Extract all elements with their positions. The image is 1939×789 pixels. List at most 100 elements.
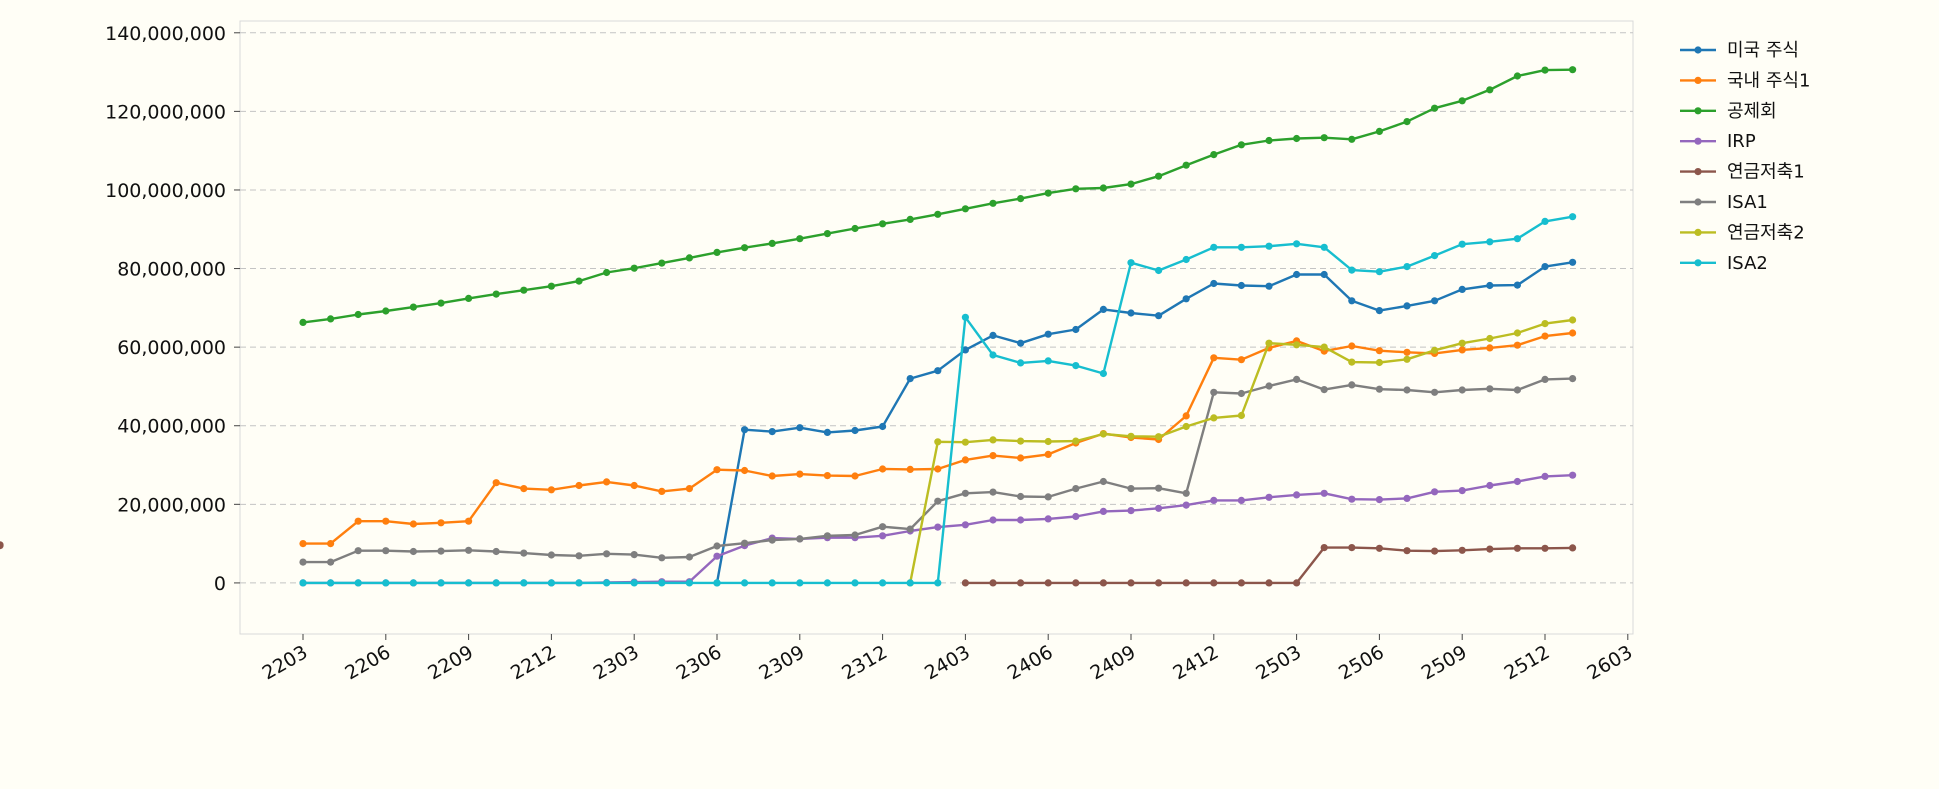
data-point: [603, 550, 611, 558]
data-point: [1017, 516, 1025, 524]
y-tick-label: 20,000,000: [117, 494, 226, 516]
data-point: [1320, 544, 1328, 552]
data-point: [713, 466, 721, 474]
data-point: [768, 428, 776, 436]
data-point: [382, 579, 390, 587]
data-point: [1513, 72, 1521, 80]
series-7: [906, 316, 1577, 587]
data-point: [354, 310, 362, 319]
data-point: [1320, 489, 1328, 497]
x-tick-label: 2512: [1501, 641, 1554, 684]
data-point: [1044, 189, 1052, 197]
data-point: [1431, 488, 1439, 496]
data-point: [989, 351, 997, 359]
data-point: [1458, 386, 1466, 394]
data-point: [1072, 437, 1080, 445]
data-point: [685, 553, 694, 561]
data-point: [547, 486, 556, 494]
data-point: [1513, 235, 1521, 243]
data-point: [1320, 134, 1328, 142]
legend-marker: [1694, 259, 1702, 267]
data-point: [1375, 127, 1383, 135]
data-point: [796, 470, 804, 478]
data-point: [1513, 281, 1521, 289]
data-point: [823, 230, 832, 238]
data-point: [1155, 433, 1163, 441]
legend-item[interactable]: 연금저축2: [1680, 222, 1805, 243]
data-point: [1541, 66, 1549, 74]
data-point: [823, 579, 832, 587]
data-point: [1099, 579, 1107, 587]
data-point: [1486, 481, 1494, 490]
legend-item[interactable]: IRP: [1680, 131, 1756, 152]
series-3: [299, 66, 1577, 326]
data-point: [575, 552, 583, 560]
data-point: [934, 438, 942, 446]
data-point: [1403, 355, 1411, 363]
data-point: [1486, 385, 1494, 393]
data-point: [1155, 504, 1163, 512]
data-point: [1458, 346, 1466, 354]
data-point: [0, 541, 4, 549]
data-point: [1099, 477, 1107, 486]
legend-item[interactable]: 국내 주식1: [1680, 70, 1810, 91]
data-point: [851, 472, 859, 480]
data-point: [437, 579, 445, 587]
data-point: [1431, 252, 1439, 260]
data-point: [961, 438, 970, 446]
legend-item[interactable]: ISA2: [1680, 253, 1768, 274]
legend-item[interactable]: 공제회: [1680, 101, 1777, 122]
data-point: [685, 485, 694, 493]
series-line: [715, 261, 1573, 584]
data-point: [1044, 579, 1052, 587]
data-point: [685, 254, 694, 262]
data-point: [1265, 136, 1273, 145]
y-tick-label: 60,000,000: [117, 337, 226, 359]
legend-label: IRP: [1727, 131, 1756, 152]
data-point: [409, 303, 417, 311]
data-point: [1072, 325, 1080, 334]
data-point: [327, 315, 335, 323]
data-point: [1210, 414, 1218, 422]
data-point: [1127, 259, 1135, 267]
data-point: [1044, 515, 1052, 523]
legend-item[interactable]: 연금저축1: [1680, 162, 1805, 183]
data-point: [520, 286, 528, 294]
data-point: [603, 268, 611, 277]
legend-item[interactable]: 미국 주식: [1680, 40, 1799, 61]
legend-label: 국내 주식1: [1727, 70, 1810, 91]
data-point: [1237, 281, 1245, 290]
data-point: [1320, 243, 1328, 251]
data-point: [1237, 243, 1245, 251]
y-tick-label: 140,000,000: [105, 23, 226, 45]
data-point: [685, 579, 694, 587]
data-point: [382, 547, 390, 555]
legend-item[interactable]: ISA1: [1680, 192, 1768, 213]
legend-label: ISA1: [1727, 192, 1768, 213]
data-point: [1182, 255, 1190, 264]
data-point: [906, 579, 914, 587]
data-point: [1127, 309, 1135, 317]
data-point: [1458, 285, 1466, 293]
data-point: [934, 210, 942, 218]
x-tick-label: 2303: [590, 641, 643, 684]
data-point: [1293, 579, 1301, 587]
data-point: [520, 549, 528, 557]
data-point: [1072, 185, 1080, 193]
data-point: [603, 579, 611, 587]
data-point: [409, 520, 417, 528]
data-point: [1155, 484, 1163, 492]
data-point: [1017, 437, 1025, 445]
series-6: [299, 375, 1577, 566]
x-tick-label: 2603: [1583, 641, 1636, 684]
data-point: [961, 456, 970, 464]
data-point: [1127, 507, 1135, 515]
data-point: [768, 472, 776, 480]
data-point: [1182, 295, 1190, 303]
data-point: [1569, 66, 1577, 74]
data-point: [1210, 243, 1218, 251]
data-point: [1017, 454, 1025, 462]
x-tick-label: 2409: [1087, 641, 1140, 684]
data-point: [1265, 382, 1273, 390]
